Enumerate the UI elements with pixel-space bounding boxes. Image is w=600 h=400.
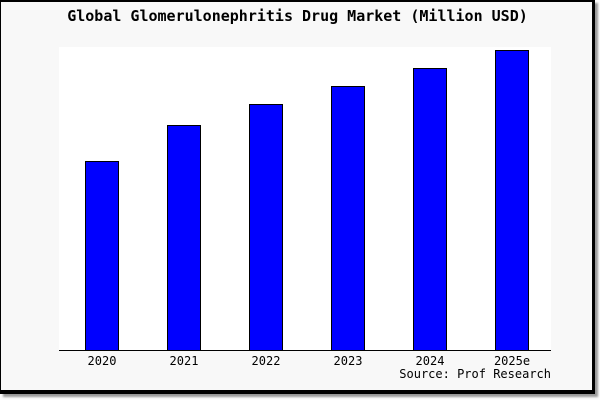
bar-2020 <box>85 161 119 350</box>
x-tick-label-2024: 2024 <box>415 354 445 368</box>
x-tick-label-2022: 2022 <box>251 354 281 368</box>
source-credit: Source: Prof Research <box>399 367 551 381</box>
chart-title: Global Glomerulonephritis Drug Market (M… <box>67 7 528 25</box>
x-tick-label-2020: 2020 <box>87 354 117 368</box>
bar-2022 <box>249 104 283 350</box>
x-tick-label-2025e: 2025e <box>493 354 531 368</box>
x-tick-label-2021: 2021 <box>169 354 199 368</box>
plot-area <box>59 47 551 351</box>
bar-2021 <box>167 125 201 350</box>
x-tick-label-2023: 2023 <box>333 354 363 368</box>
bar-2023 <box>331 86 365 350</box>
bar-2024 <box>413 68 447 350</box>
bar-2025e <box>495 50 529 350</box>
